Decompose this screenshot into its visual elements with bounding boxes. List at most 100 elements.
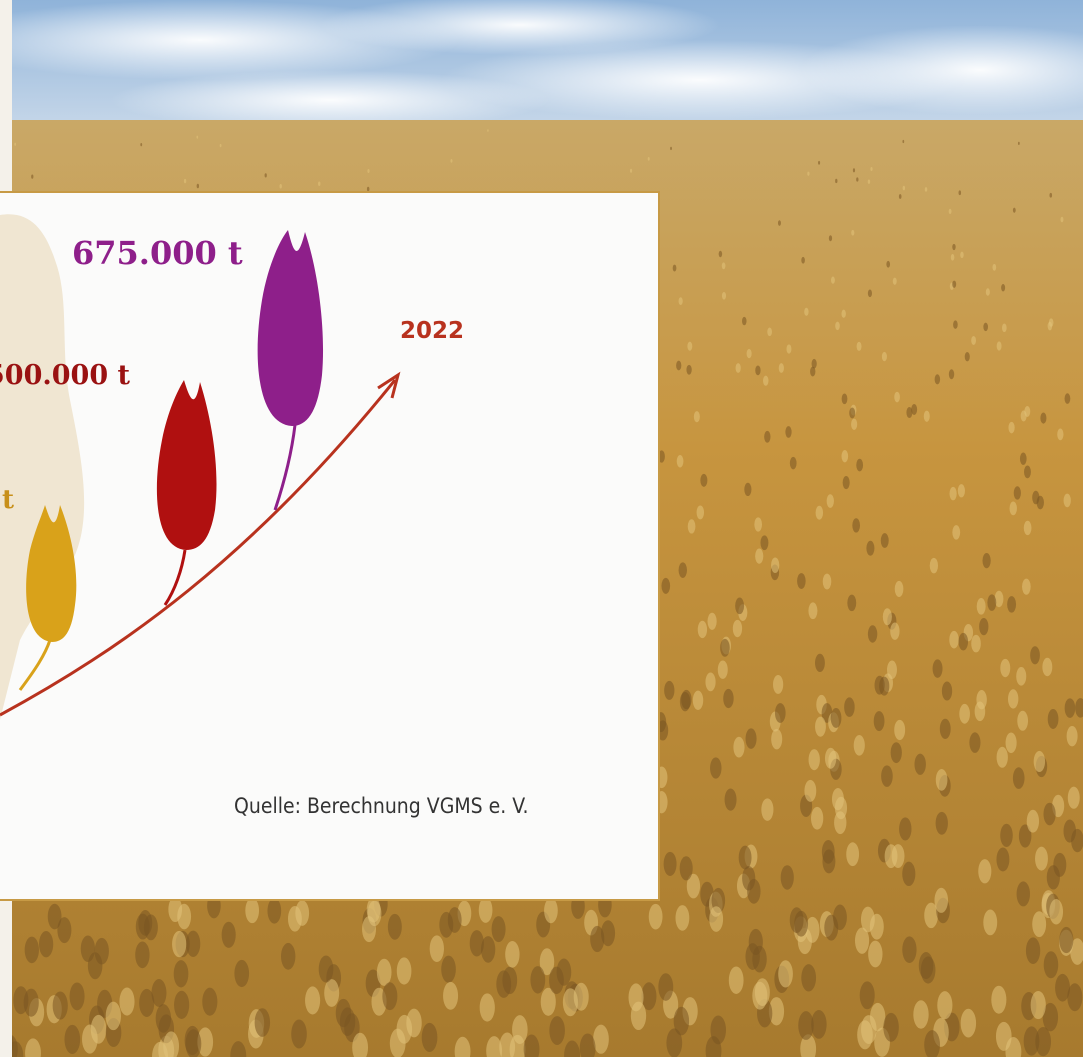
grain bbox=[441, 956, 456, 983]
grain bbox=[1013, 208, 1016, 213]
page: 675.000 t 500.000 t t 2022 Quelle: Berec… bbox=[0, 0, 1083, 1057]
grain bbox=[882, 352, 887, 361]
grain bbox=[1018, 142, 1020, 145]
grain bbox=[786, 344, 791, 353]
grain bbox=[1000, 659, 1010, 677]
grain bbox=[487, 129, 489, 132]
grain bbox=[722, 262, 726, 269]
grain bbox=[144, 914, 158, 940]
grain bbox=[952, 525, 960, 540]
grain bbox=[735, 598, 744, 615]
grain bbox=[25, 937, 39, 964]
grain bbox=[196, 136, 198, 139]
grain bbox=[755, 549, 763, 564]
grain bbox=[755, 978, 770, 1006]
grain bbox=[764, 431, 770, 443]
grain bbox=[710, 1015, 726, 1044]
grain bbox=[919, 952, 934, 979]
grain bbox=[779, 363, 784, 373]
grain bbox=[857, 342, 862, 351]
grain bbox=[1006, 732, 1017, 753]
grain bbox=[899, 194, 902, 199]
grain bbox=[933, 659, 943, 677]
grain bbox=[754, 517, 762, 531]
grain bbox=[891, 742, 902, 763]
grain bbox=[1032, 911, 1046, 937]
grain bbox=[1026, 937, 1040, 964]
grain bbox=[1008, 689, 1018, 708]
grain bbox=[860, 981, 875, 1009]
grain bbox=[186, 931, 200, 957]
grain bbox=[975, 702, 986, 722]
grain bbox=[106, 1002, 121, 1030]
grain bbox=[983, 323, 988, 332]
grain bbox=[811, 807, 823, 830]
grain bbox=[397, 1015, 413, 1044]
grain bbox=[1037, 496, 1044, 510]
grain bbox=[763, 376, 768, 386]
source-note: Quelle: Berechnung VGMS e. V. bbox=[234, 794, 528, 818]
grain bbox=[913, 1000, 928, 1028]
grain bbox=[291, 1019, 307, 1048]
grain bbox=[265, 173, 267, 177]
grain bbox=[978, 859, 991, 883]
grain bbox=[961, 1009, 976, 1038]
grain bbox=[816, 506, 824, 520]
grain bbox=[831, 277, 835, 284]
grain bbox=[686, 365, 691, 375]
grain bbox=[700, 474, 707, 487]
grain bbox=[742, 317, 747, 325]
grain bbox=[949, 369, 954, 379]
grain bbox=[288, 906, 302, 932]
grain bbox=[279, 184, 281, 189]
grain bbox=[914, 754, 925, 775]
grain bbox=[234, 960, 249, 987]
grain bbox=[937, 991, 952, 1019]
grain bbox=[875, 676, 885, 695]
grain bbox=[983, 910, 997, 936]
grain bbox=[220, 144, 222, 147]
grain bbox=[886, 261, 890, 268]
grain bbox=[512, 1015, 528, 1044]
grain bbox=[450, 159, 452, 163]
grain bbox=[894, 720, 905, 740]
grain bbox=[861, 907, 875, 933]
grain bbox=[687, 342, 692, 351]
grain bbox=[648, 157, 650, 161]
grain bbox=[1001, 284, 1005, 291]
grain bbox=[664, 681, 674, 700]
grain bbox=[1065, 698, 1076, 718]
grain bbox=[362, 916, 376, 942]
grain bbox=[245, 898, 259, 923]
grain bbox=[829, 235, 832, 241]
grain bbox=[942, 681, 952, 700]
grain bbox=[496, 970, 511, 998]
grain bbox=[382, 982, 397, 1010]
grain bbox=[1067, 726, 1078, 746]
grain bbox=[801, 257, 805, 264]
grain bbox=[815, 654, 825, 672]
grain bbox=[883, 608, 892, 625]
grain bbox=[480, 993, 495, 1021]
grain bbox=[883, 1013, 899, 1042]
grain bbox=[1017, 711, 1028, 731]
grain bbox=[899, 817, 911, 840]
grain bbox=[997, 341, 1002, 350]
grain bbox=[971, 635, 981, 653]
grain bbox=[722, 292, 726, 300]
grain bbox=[197, 184, 199, 189]
grain bbox=[367, 187, 369, 192]
grain bbox=[1067, 983, 1082, 1011]
grain bbox=[1065, 393, 1071, 404]
grain bbox=[222, 922, 236, 948]
grain bbox=[790, 457, 797, 470]
grain bbox=[1034, 751, 1045, 772]
grain bbox=[736, 363, 741, 373]
grain bbox=[959, 190, 962, 195]
grain bbox=[775, 703, 786, 723]
grain bbox=[895, 581, 904, 597]
grain bbox=[492, 916, 506, 942]
grain bbox=[267, 898, 281, 923]
grain bbox=[902, 936, 916, 963]
grain bbox=[952, 244, 955, 250]
